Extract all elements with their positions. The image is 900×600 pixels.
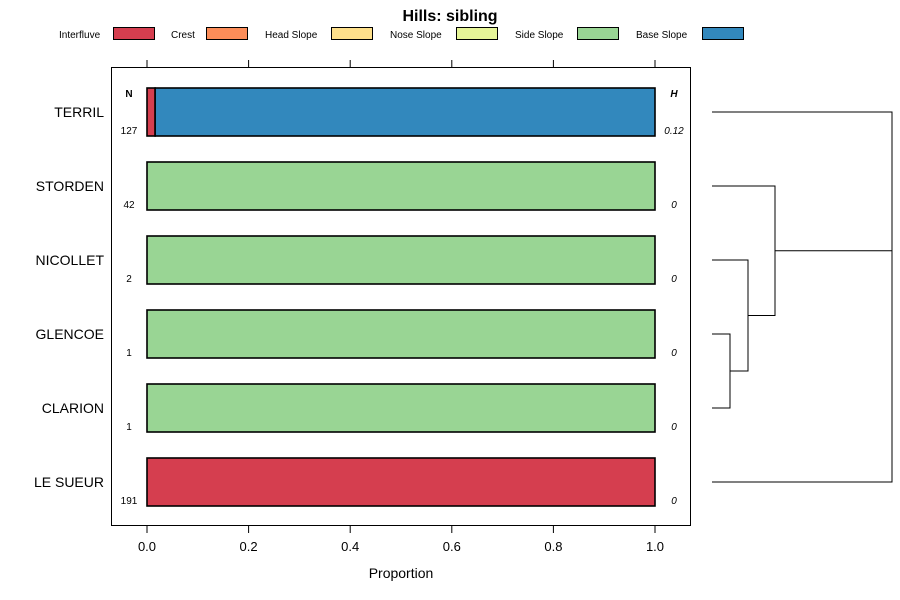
plot-panel	[111, 67, 691, 526]
dendrogram-link-4	[775, 250, 893, 297]
legend-label-nose-slope: Nose Slope	[390, 30, 442, 41]
bar-storden-side-slope	[146, 161, 656, 211]
legend-swatch-base-slope	[702, 27, 744, 40]
n-value-nicollet: 2	[126, 274, 132, 285]
dendrogram-link-3	[712, 111, 893, 483]
category-label-terril: TERRIL	[54, 104, 104, 120]
n-value-le-sueur: 191	[121, 496, 138, 507]
h-value-clarion: 0	[671, 422, 677, 433]
x-tick-label-2: 0.4	[341, 539, 359, 554]
bar-le-sueur-interfluve	[146, 457, 656, 507]
n-value-terril: 127	[121, 126, 138, 137]
dendrogram-link-2	[712, 185, 776, 316]
n-value-clarion: 1	[126, 422, 132, 433]
legend: Interfluve Crest Head Slope Nose Slope Side …	[59, 27, 744, 41]
legend-label-interfluve: Interfluve	[59, 30, 101, 41]
bar-glencoe-side-slope	[146, 309, 656, 359]
legend-swatch-head-slope	[331, 27, 373, 40]
bar-terril-interfluve	[146, 87, 156, 137]
h-value-glencoe: 0	[671, 348, 677, 359]
n-column-header: N	[125, 89, 132, 100]
legend-label-side-slope: Side Slope	[515, 30, 564, 41]
x-axis: 0.0 0.2 0.4 0.6 0.8 1.0	[138, 525, 664, 554]
h-value-le-sueur: 0	[671, 496, 677, 507]
category-label-glencoe: GLENCOE	[36, 326, 104, 342]
x-axis-label: Proportion	[369, 565, 434, 581]
dendrogram-link-0	[712, 333, 731, 409]
n-value-storden: 42	[123, 200, 135, 211]
x-tick-label-4: 0.8	[544, 539, 562, 554]
legend-label-head-slope: Head Slope	[265, 30, 318, 41]
bar-rows: TERRIL 127 0.12 STORDEN 42 0 NICOLLET 2 0 GLENCOE…	[34, 87, 684, 507]
category-label-clarion: CLARION	[42, 400, 104, 416]
h-column-header: H	[670, 89, 678, 100]
x-tick-label-1: 0.2	[240, 539, 258, 554]
bar-clarion-side-slope	[146, 383, 656, 433]
legend-label-crest: Crest	[171, 30, 195, 41]
legend-swatch-nose-slope	[456, 27, 498, 40]
bar-nicollet-side-slope	[146, 235, 656, 285]
bar-terril-base-slope	[154, 87, 656, 137]
legend-label-base-slope: Base Slope	[636, 30, 688, 41]
category-label-storden: STORDEN	[36, 178, 104, 194]
dendrogram	[712, 111, 893, 483]
chart-title: Hills: sibling	[402, 8, 497, 25]
top-axis-ticks	[146, 60, 656, 68]
legend-swatch-side-slope	[577, 27, 619, 40]
h-value-nicollet: 0	[671, 274, 677, 285]
h-value-storden: 0	[671, 200, 677, 211]
legend-swatch-crest	[206, 27, 248, 40]
category-label-nicollet: NICOLLET	[36, 252, 105, 268]
x-tick-label-3: 0.6	[443, 539, 461, 554]
h-value-terril: 0.12	[664, 126, 684, 137]
category-label-le-sueur: LE SUEUR	[34, 474, 104, 490]
x-tick-label-0: 0.0	[138, 539, 156, 554]
x-tick-label-5: 1.0	[646, 539, 664, 554]
legend-swatch-interfluve	[113, 27, 155, 40]
n-value-glencoe: 1	[126, 348, 132, 359]
